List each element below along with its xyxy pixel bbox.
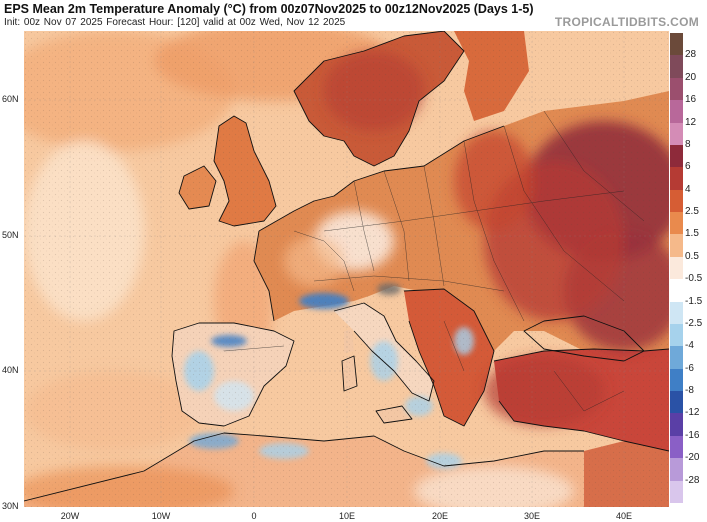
colorbar-swatch xyxy=(670,301,683,324)
colorbar-label: 28 xyxy=(685,49,697,61)
colorbar-label: -2.5 xyxy=(685,317,703,329)
colorbar-swatch xyxy=(670,33,683,56)
colorbar-step xyxy=(670,368,707,392)
colorbar-label: 6 xyxy=(685,161,691,173)
colorbar-label: -4 xyxy=(685,340,694,352)
colorbar-label: -16 xyxy=(685,429,700,441)
colorbar-label: -28 xyxy=(685,474,700,486)
colorbar-label: -8 xyxy=(685,385,694,397)
temperature-anomaly-map xyxy=(24,31,669,507)
lat-label-60n: 60N xyxy=(2,94,19,104)
colorbar-swatch xyxy=(670,144,683,168)
colorbar-swatch xyxy=(670,234,683,257)
colorbar-step xyxy=(670,100,707,123)
colorbar-step xyxy=(670,458,707,481)
colorbar-label: -0.5 xyxy=(685,273,703,285)
colorbar-label: -20 xyxy=(685,452,700,464)
colorbar-step xyxy=(670,144,707,168)
lat-label-50n: 50N xyxy=(2,230,19,240)
colorbar-swatch xyxy=(670,122,683,145)
lon-label-0: 0 xyxy=(251,511,257,521)
lon-label-20w: 20W xyxy=(60,511,80,521)
colorbar-swatch xyxy=(670,368,683,392)
colorbar-step xyxy=(670,189,707,213)
colorbar-swatch xyxy=(670,167,683,190)
colorbar-swatch xyxy=(670,100,683,123)
colorbar-label: 4 xyxy=(685,183,691,195)
colorbar-swatch xyxy=(670,323,683,347)
colorbar-step xyxy=(670,77,707,101)
colorbar-swatch xyxy=(670,480,683,503)
colorbar-label: -1.5 xyxy=(685,295,703,307)
colorbar-step xyxy=(670,279,707,302)
colorbar-label: -12 xyxy=(685,407,700,419)
lon-label-40e: 40E xyxy=(615,511,633,521)
colorbar-swatch xyxy=(670,279,683,302)
anomaly-colorbar: 28 20 16 12 8 6 4 2.5 1.5 0.5 -0.5 -1.5 -2.5 -4 -6 -8 -1… xyxy=(670,31,707,507)
colorbar-step xyxy=(670,55,707,78)
colorbar-step xyxy=(670,33,707,56)
colorbar-swatch xyxy=(670,346,683,369)
colorbar-label: 20 xyxy=(685,71,697,83)
colorbar-label: 8 xyxy=(685,138,691,150)
colorbar-step xyxy=(670,391,707,414)
colorbar-step xyxy=(670,480,707,503)
lon-label-10w: 10W xyxy=(151,511,171,521)
colorbar-label: 2.5 xyxy=(685,206,699,218)
lon-label-10e: 10E xyxy=(338,511,356,521)
colorbar-step xyxy=(670,234,707,257)
colorbar-step xyxy=(670,167,707,190)
colorbar-step xyxy=(670,301,707,324)
colorbar-label: 12 xyxy=(685,116,697,128)
colorbar-step xyxy=(670,413,707,436)
colorbar-step xyxy=(670,212,707,235)
colorbar-label: -6 xyxy=(685,362,694,374)
colorbar-swatch xyxy=(670,435,683,459)
map-title: EPS Mean 2m Temperature Anomaly (°C) fro… xyxy=(4,2,534,16)
colorbar-label: 0.5 xyxy=(685,250,699,262)
colorbar-step xyxy=(670,323,707,347)
colorbar-swatch xyxy=(670,212,683,235)
colorbar-label: 1.5 xyxy=(685,228,699,240)
colorbar-step xyxy=(670,122,707,145)
colorbar-swatch xyxy=(670,458,683,481)
colorbar-step xyxy=(670,346,707,369)
colorbar-label: 16 xyxy=(685,94,697,106)
colorbar-swatch xyxy=(670,189,683,213)
colorbar-swatch xyxy=(670,256,683,280)
brand-watermark: TROPICALTIDBITS.COM xyxy=(554,15,699,29)
lon-label-30e: 30E xyxy=(523,511,541,521)
colorbar-step xyxy=(670,435,707,459)
lat-label-30n: 30N xyxy=(2,501,19,511)
colorbar-swatch xyxy=(670,391,683,414)
lon-label-20e: 20E xyxy=(431,511,449,521)
colorbar-step xyxy=(670,256,707,280)
colorbar-swatch xyxy=(670,413,683,436)
colorbar-swatch xyxy=(670,77,683,101)
lat-label-40n: 40N xyxy=(2,365,19,375)
map-subtitle: Init: 00z Nov 07 2025 Forecast Hour: [12… xyxy=(4,17,346,28)
colorbar-swatch xyxy=(670,55,683,78)
